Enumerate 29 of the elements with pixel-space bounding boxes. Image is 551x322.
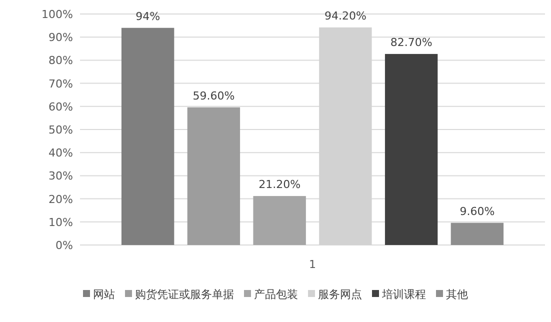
y-tick-label: 20% <box>48 192 73 206</box>
legend-label: 网站 <box>93 288 115 301</box>
y-tick-label: 90% <box>48 31 73 44</box>
data-label: 94% <box>136 10 160 23</box>
legend-label: 培训课程 <box>381 288 426 301</box>
bar <box>187 107 240 245</box>
y-tick-label: 40% <box>48 146 73 160</box>
legend-label: 购货凭证或服务单据 <box>135 288 234 301</box>
y-tick-label: 70% <box>48 77 73 90</box>
y-tick-label: 0% <box>56 239 73 252</box>
data-label: 82.70% <box>390 36 432 49</box>
data-label: 94.20% <box>324 9 366 22</box>
bar <box>384 54 438 245</box>
y-tick-label: 50% <box>48 124 73 136</box>
bar <box>253 196 306 245</box>
legend-label: 其他 <box>446 288 468 301</box>
y-tick-label: 80% <box>48 54 73 68</box>
data-label: 9.60% <box>460 204 495 218</box>
bar <box>121 28 174 245</box>
bar <box>450 222 504 245</box>
y-tick-label: 10% <box>48 216 73 229</box>
y-tick-label: 30% <box>48 170 73 183</box>
y-tick-label: 100% <box>42 8 73 21</box>
legend-label: 服务网点 <box>318 288 362 301</box>
data-label: 59.60% <box>192 89 235 102</box>
legend-label: 产品包装 <box>254 288 298 301</box>
x-tick-label: 1 <box>309 258 316 271</box>
data-label: 21.20% <box>258 178 301 192</box>
y-tick-label: 60% <box>48 100 73 114</box>
